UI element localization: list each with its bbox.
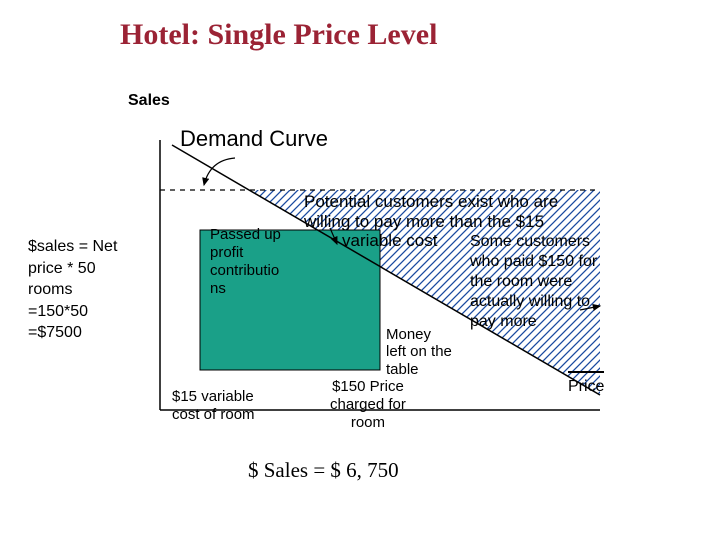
sales-calc-label: $sales = Net price * 50 rooms =150*50 =$… <box>28 236 117 344</box>
line: price * 50 <box>28 258 117 280</box>
line: the room were <box>470 272 597 292</box>
money-left-label: Money left on the table <box>386 326 452 378</box>
line: actually willing to <box>470 292 597 312</box>
demand-curve-arrow <box>204 158 235 185</box>
line: contributio <box>210 262 281 280</box>
line: left on the <box>386 343 452 360</box>
line: =150*50 <box>28 301 117 323</box>
line: ns <box>210 280 281 298</box>
line: profit <box>210 244 281 262</box>
line: room <box>330 414 406 432</box>
line: =$7500 <box>28 322 117 344</box>
some-customers-label: Some customers who paid $150 for the roo… <box>470 232 597 332</box>
line: $sales = Net <box>28 236 117 258</box>
line: charged for <box>330 396 406 414</box>
passed-up-label: Passed up profit contributio ns <box>210 226 281 298</box>
price-charged-label: $150 Price charged for room <box>330 378 406 432</box>
line: rooms <box>28 279 117 301</box>
line: willing to pay more than the $15 <box>304 212 558 232</box>
variable-cost-label: $15 variable cost of room <box>172 388 255 424</box>
line: who paid $150 for <box>470 252 597 272</box>
line: Potential customers exist who are <box>304 192 558 212</box>
line: table <box>386 361 452 378</box>
sales-axis-label: Sales <box>128 92 170 110</box>
line: pay more <box>470 312 597 332</box>
line: cost of room <box>172 406 255 424</box>
line: $15 variable <box>172 388 255 406</box>
price-axis-label: Price <box>568 378 604 396</box>
demand-curve-label: Demand Curve <box>180 126 328 152</box>
line: Money <box>386 326 452 343</box>
line: $150 Price <box>330 378 406 396</box>
line: Some customers <box>470 232 597 252</box>
bottom-equation: $ Sales = $ 6, 750 <box>248 458 399 483</box>
line: Passed up <box>210 226 281 244</box>
